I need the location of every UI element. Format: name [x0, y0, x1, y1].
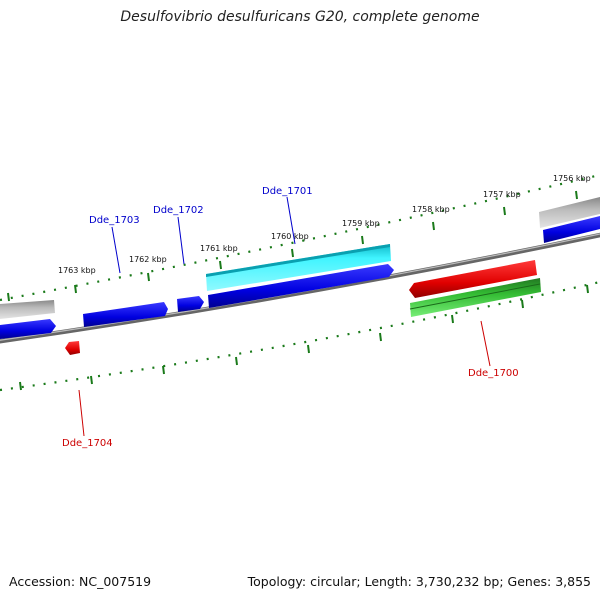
gene-arrow-green [410, 278, 541, 317]
gene-arrow-dde-1704 [65, 341, 80, 355]
leader-line-dde-1703 [111, 226, 121, 274]
kbp-label: 1761 kbp [200, 244, 238, 253]
kbp-labels: 1756 kbp 1757 kbp 1758 kbp 1759 kbp 1760… [58, 174, 591, 275]
kbp-label: 1762 kbp [129, 255, 167, 264]
gene-arrow-blue-right [543, 216, 600, 243]
gene-arrow-dde-1701-cyan [206, 244, 391, 291]
gene-arrow-gray-left [0, 300, 55, 319]
gene-arrow-dde-1703 [83, 302, 168, 327]
leader-line-dde-1704 [78, 389, 85, 437]
gene-label-dde-1702: Dde_1702 [153, 205, 204, 216]
kbp-label: 1756 kbp [553, 174, 591, 183]
upper-major-ticks [7, 190, 578, 302]
kbp-label: 1763 kbp [58, 266, 96, 275]
gene-label-dde-1700: Dde_1700 [468, 368, 519, 379]
gene-label-dde-1701: Dde_1701 [262, 186, 313, 197]
kbp-label: 1759 kbp [342, 219, 380, 228]
page-title: Desulfovibrio desulfuricans G20, complet… [120, 9, 480, 25]
leader-line-dde-1702 [177, 216, 185, 265]
gene-label-dde-1703: Dde_1703 [89, 215, 140, 226]
gene-arrow-dde-1701-cyan-edge [206, 244, 390, 277]
leader-line-dde-1701 [286, 196, 296, 245]
gene-arrow-gray-right [539, 197, 600, 228]
gene-arrow-dde-1701 [208, 264, 394, 308]
accession-text: Accession: NC_007519 [9, 574, 152, 589]
genome-backbone [0, 232, 600, 344]
gene-arrow-green-stripe [409, 283, 541, 310]
gene-arrow-dde-1702 [177, 296, 204, 312]
leader-line-dde-1700 [480, 320, 491, 367]
lower-major-ticks [19, 284, 589, 391]
kbp-label: 1758 kbp [412, 205, 450, 214]
topology-text: Topology: circular; Length: 3,730,232 bp… [247, 574, 591, 589]
kbp-label: 1757 kbp [483, 190, 521, 199]
kbp-label: 1760 kbp [271, 232, 309, 241]
gene-arrow-blue-left [0, 319, 56, 339]
gene-label-dde-1704: Dde_1704 [62, 438, 113, 449]
gene-arrow-dde-1700 [409, 260, 537, 298]
